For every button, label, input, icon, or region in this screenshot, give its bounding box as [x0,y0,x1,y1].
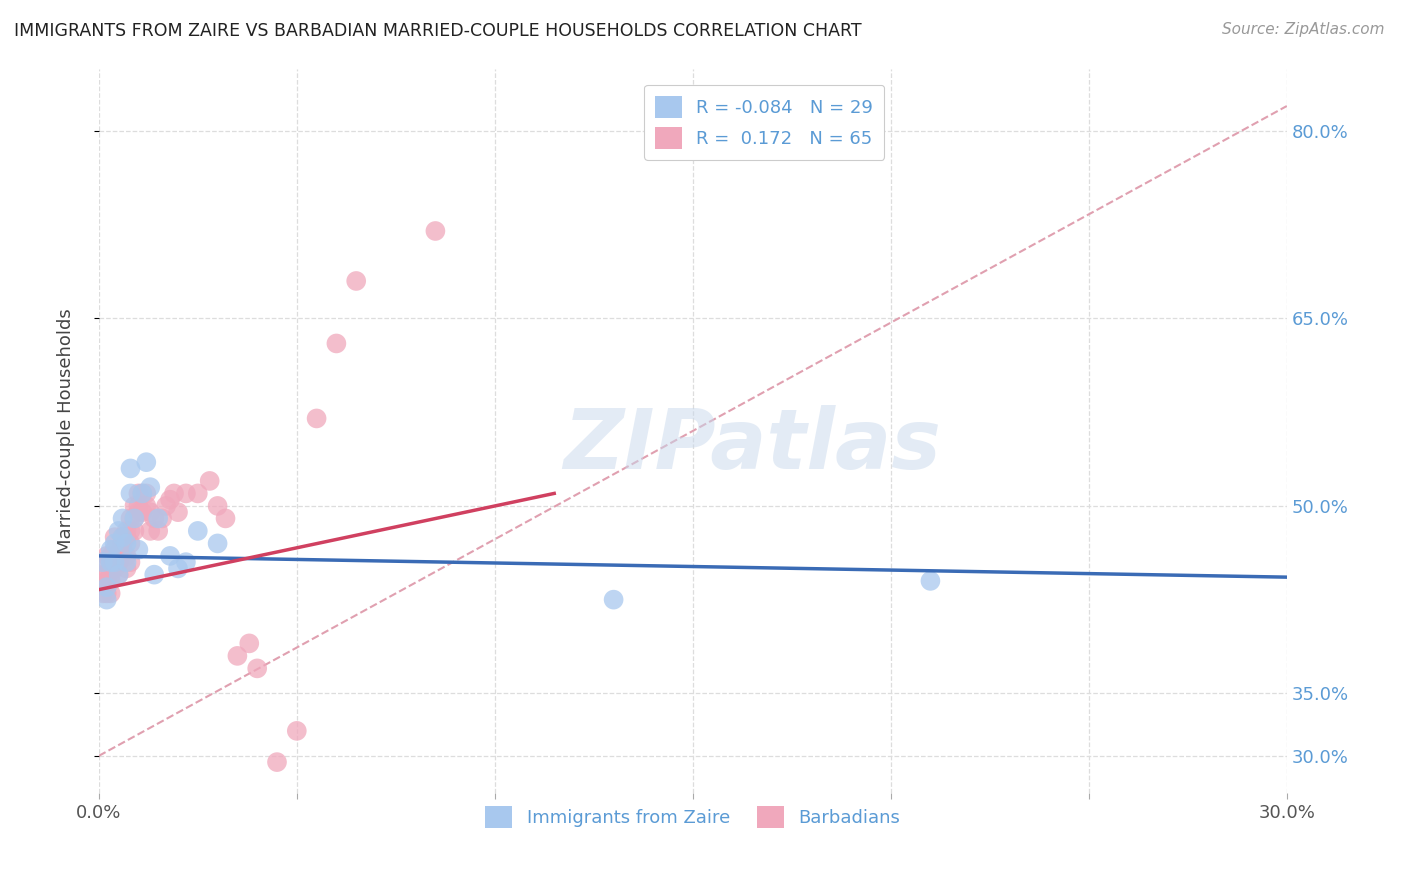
Point [107,555,129,569]
Point [285,723,308,738]
Point [111,542,134,557]
Point [148,511,170,525]
Point [246,661,269,675]
Point [174,486,197,500]
Point [127,499,149,513]
Point [107,549,129,563]
Point [425,224,447,238]
Point [207,499,229,513]
Point [96,580,118,594]
Point [143,511,166,525]
Point [104,561,127,575]
Point [167,561,190,575]
Point [266,755,288,769]
Point [120,555,142,569]
Point [238,636,260,650]
Point [127,542,149,557]
Point [107,567,129,582]
Point [111,511,134,525]
Point [143,567,166,582]
Point [124,499,146,513]
Point [96,549,118,563]
Point [155,499,177,513]
Text: IMMIGRANTS FROM ZAIRE VS BARBADIAN MARRIED-COUPLE HOUSEHOLDS CORRELATION CHART: IMMIGRANTS FROM ZAIRE VS BARBADIAN MARRI… [14,22,862,40]
Point [100,555,122,569]
Point [104,555,127,569]
Point [111,530,134,544]
Point [115,555,138,569]
Point [127,505,149,519]
Point [100,549,122,563]
Point [187,524,209,538]
Point [100,542,122,557]
Point [124,511,146,525]
Text: Source: ZipAtlas.com: Source: ZipAtlas.com [1222,22,1385,37]
Point [174,555,197,569]
Point [120,536,142,550]
Point [120,524,142,538]
Point [91,586,114,600]
Legend: Immigrants from Zaire, Barbadians: Immigrants from Zaire, Barbadians [478,798,908,835]
Point [91,567,114,582]
Point [96,592,118,607]
Point [344,274,367,288]
Point [207,536,229,550]
Point [214,511,236,525]
Point [100,574,122,588]
Point [96,586,118,600]
Point [104,542,127,557]
Point [139,505,162,519]
Point [120,461,142,475]
Point [115,530,138,544]
Point [104,555,127,569]
Point [602,592,624,607]
Point [135,486,157,500]
Point [226,648,249,663]
Point [91,555,114,569]
Point [96,567,118,582]
Point [139,524,162,538]
Point [150,511,173,525]
Point [115,549,138,563]
Point [91,555,114,569]
Point [115,561,138,575]
Point [120,486,142,500]
Point [198,474,221,488]
Point [131,486,153,500]
Point [96,574,118,588]
Point [139,480,162,494]
Point [148,524,170,538]
Point [104,555,127,569]
Point [920,574,942,588]
Point [127,486,149,500]
Point [115,524,138,538]
Point [115,536,138,550]
Point [131,505,153,519]
Point [100,586,122,600]
Point [135,499,157,513]
Point [111,530,134,544]
Point [305,411,328,425]
Point [100,561,122,575]
Point [124,524,146,538]
Point [107,567,129,582]
Point [159,492,181,507]
Point [325,336,347,351]
Point [107,555,129,569]
Point [163,486,186,500]
Point [111,536,134,550]
Point [120,511,142,525]
Point [159,549,181,563]
Y-axis label: Married-couple Households: Married-couple Households [58,308,75,554]
Point [104,536,127,550]
Point [100,567,122,582]
Point [124,511,146,525]
Point [131,486,153,500]
Point [104,530,127,544]
Point [135,455,157,469]
Point [187,486,209,500]
Point [167,505,190,519]
Point [107,524,129,538]
Text: ZIPatlas: ZIPatlas [564,405,941,486]
